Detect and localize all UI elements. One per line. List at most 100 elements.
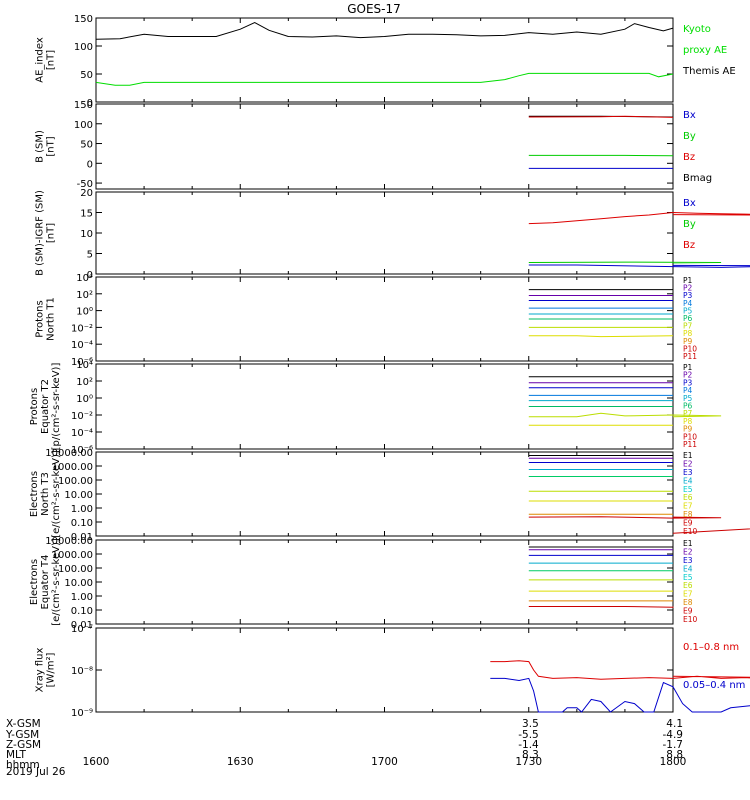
y-tick-label: 10⁴ [76, 273, 93, 284]
legend-item: P3 [683, 378, 693, 387]
y-tick-label: 10⁻⁷ [71, 624, 93, 635]
y-tick-label: 10⁻⁶ [71, 357, 93, 368]
legend-item: P9 [683, 425, 693, 434]
y-tick-label: 10⁰ [76, 307, 93, 318]
legend-item: 0.05–0.4 nm [683, 680, 745, 691]
y-axis-label: B (SM) [35, 130, 46, 163]
y-axis-label: Electrons [29, 559, 40, 605]
y-tick-label: 10⁻⁸ [71, 666, 93, 677]
y-tick-label: 10000.00 [45, 448, 93, 459]
y-axis-label: Xray flux [35, 648, 46, 693]
legend-item: P1 [683, 363, 693, 372]
legend-item: Bx [683, 110, 696, 121]
legend-item: P6 [683, 402, 693, 411]
legend-item: E7 [683, 502, 693, 511]
y-tick-label: 10000.00 [45, 536, 93, 547]
y-axis-label: [p/(cm²-s-sr-keV)] [51, 363, 62, 451]
legend-item: E2 [683, 547, 693, 556]
date-label: 2019 Jul 26 [6, 766, 66, 778]
legend-item: P2 [683, 284, 693, 293]
legend-item: P7 [683, 409, 693, 418]
y-axis-label: [nT] [46, 136, 57, 156]
x-tick-label: 1600 [83, 756, 110, 768]
y-tick-label: 5 [87, 250, 93, 261]
legend-item: P6 [683, 314, 693, 323]
chart-panel-1: 0 50 100 150 AE_index [nT] Kyoto proxy AE Themis… [35, 14, 736, 109]
y-tick-label: 1000.00 [52, 462, 93, 473]
legend-item: E3 [683, 468, 693, 477]
legend-item: Kyoto [683, 24, 711, 35]
y-axis-label: Protons [29, 388, 40, 425]
y-tick-label: 10² [76, 290, 93, 301]
chart-panel-6: 0.01 0.10 1.00 10.00 100.00 1000.00 10000.00 El… [29, 448, 750, 543]
y-axis-label: Protons [35, 300, 46, 337]
series-line [528, 412, 722, 418]
legend-item: P8 [683, 329, 693, 338]
legend-item: E2 [683, 459, 693, 468]
series-line [95, 72, 674, 86]
y-axis-label: AE_index [35, 37, 46, 83]
legend-item: P1 [683, 276, 693, 285]
y-tick-label: 1000.00 [52, 550, 93, 561]
ephemeris-value: 8.8 [666, 749, 683, 761]
plot-frame [95, 627, 674, 713]
y-tick-label: 10⁰ [76, 394, 93, 405]
y-tick-label: 50 [80, 140, 93, 151]
y-axis-label: Equator T4 [40, 555, 51, 610]
legend-item: P5 [683, 306, 693, 315]
legend-item: P11 [683, 440, 697, 449]
legend-item: P10 [683, 344, 697, 353]
y-axis-label: B (SM)-IGRF (SM) [35, 190, 46, 276]
legend-item: E5 [683, 485, 693, 494]
y-tick-label: 10.00 [64, 490, 93, 501]
legend-item: P7 [683, 322, 693, 331]
y-tick-label: 100.00 [58, 564, 93, 575]
legend-item: E4 [683, 564, 693, 573]
y-tick-label: 100.00 [58, 476, 93, 487]
ephemeris-value: -1.7 [663, 739, 684, 751]
legend-item: P5 [683, 394, 693, 403]
legend-item: Bz [683, 240, 695, 251]
y-tick-label: 0 [87, 270, 93, 281]
legend-item: P2 [683, 371, 693, 380]
legend-item: P10 [683, 432, 697, 441]
y-tick-label: 10⁻² [71, 323, 93, 334]
y-tick-label: 50 [80, 70, 93, 81]
legend-item: E10 [683, 527, 698, 536]
y-tick-label: 0.01 [71, 620, 93, 631]
ephemeris-value: 3.5 [522, 718, 539, 730]
y-tick-label: 10⁻⁹ [71, 708, 93, 719]
legend-item: E6 [683, 581, 693, 590]
legend-item: E7 [683, 590, 693, 599]
legend-item: proxy AE [683, 45, 727, 56]
y-tick-label: 10.00 [64, 578, 93, 589]
y-axis-label: Electrons [29, 471, 40, 517]
y-tick-label: 15 [80, 209, 93, 220]
page-title: GOES-17 [347, 2, 401, 16]
series-line [528, 264, 750, 268]
y-axis-label: [W/m²] [46, 652, 57, 687]
legend-item: E6 [683, 493, 693, 502]
series-line [528, 606, 674, 608]
series-line [528, 261, 722, 264]
legend-item: Themis AE [682, 66, 736, 77]
y-tick-label: 0 [87, 159, 93, 170]
x-axis-labels: 1600 1630 1700 1730 1800 [83, 756, 687, 768]
legend-item: P11 [683, 352, 697, 361]
y-tick-label: 0 [87, 98, 93, 109]
y-axis-label: Equator T2 [40, 379, 51, 434]
legend-item: P3 [683, 291, 693, 300]
legend-item: P4 [683, 386, 693, 395]
y-tick-label: 100 [74, 120, 93, 131]
legend-item: 0.1–0.8 nm [683, 642, 739, 653]
ephemeris-row-label: MLT [6, 749, 26, 761]
legend-item: By [683, 131, 696, 142]
ephemeris-value: -4.9 [663, 729, 684, 741]
series-line [528, 516, 722, 519]
legend-item: P4 [683, 299, 693, 308]
y-tick-label: 10⁻⁴ [71, 428, 93, 439]
legend-item: E9 [683, 607, 693, 616]
legend-item: E3 [683, 556, 693, 565]
ephemeris-row-label: hhmm [6, 759, 40, 771]
series-line [528, 335, 674, 338]
